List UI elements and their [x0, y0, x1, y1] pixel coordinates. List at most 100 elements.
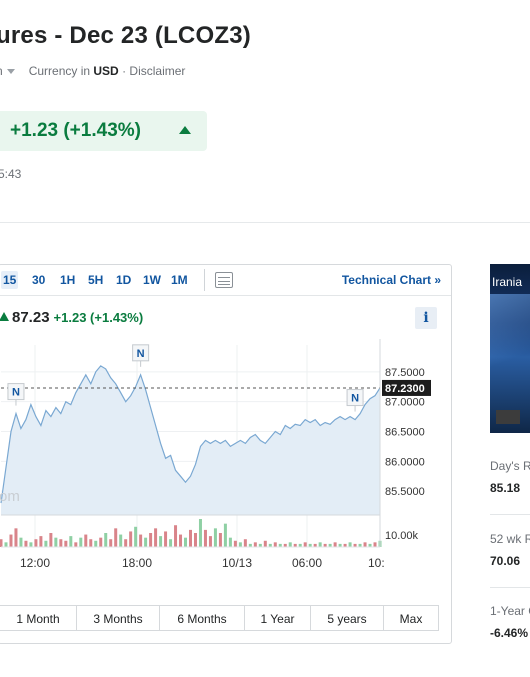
volume-bar — [208, 536, 212, 547]
volume-bar — [4, 542, 8, 547]
volume-bar — [184, 537, 188, 547]
price-change-badge: +1.23 (+1.43%) — [0, 111, 207, 151]
timeframe-30[interactable]: 30 — [32, 273, 46, 287]
volume-bar — [109, 539, 113, 547]
volume-bar — [258, 543, 262, 547]
volume-bar — [19, 537, 23, 547]
volume-bar — [228, 537, 232, 547]
volume-bar — [154, 528, 158, 547]
disclaimer-link[interactable]: · Disclaimer — [122, 64, 186, 78]
instrument-subheader: n Currency in USD · Disclaimer — [0, 64, 185, 78]
page-title: ures - Dec 23 (LCOZ3) — [0, 22, 251, 49]
volume-bar — [99, 537, 103, 547]
toolbar-separator — [204, 269, 205, 291]
volume-bar — [49, 533, 53, 547]
news-thumbnail[interactable]: Irania — [490, 264, 530, 433]
news-marker-label: N — [351, 393, 359, 405]
y-tick-label: 87.0000 — [385, 397, 425, 409]
up-arrow-icon — [0, 312, 9, 321]
range-1-month[interactable]: 1 Month — [0, 605, 77, 631]
volume-bar — [273, 542, 277, 547]
volume-bar — [64, 540, 68, 547]
chart-watermark: om — [0, 488, 20, 505]
volume-tick-label: 10.00k — [385, 530, 419, 542]
volume-bar — [169, 539, 173, 547]
timeframe-1h[interactable]: 1H — [60, 273, 76, 287]
chart-panel: 15 30 1H 5H 1D 1W 1M Technical Chart » 8… — [0, 264, 452, 644]
news-marker-label: N — [12, 387, 20, 399]
volume-bar — [129, 531, 133, 547]
volume-bar — [59, 539, 63, 547]
volume-bar — [9, 534, 13, 547]
volume-bar — [34, 539, 38, 547]
volume-bar — [353, 543, 357, 547]
volume-bar — [94, 540, 98, 547]
volume-bar — [303, 542, 307, 547]
stat-value-1yr-change: -6.46% — [490, 626, 529, 640]
volume-bar — [174, 525, 178, 547]
price-area — [1, 365, 380, 515]
volume-bar — [29, 542, 33, 547]
timeframe-15[interactable]: 15 — [1, 271, 19, 289]
volume-bar — [24, 540, 28, 547]
table-view-icon[interactable] — [215, 272, 233, 288]
volume-bar — [248, 543, 252, 547]
range-5-years[interactable]: 5 years — [310, 605, 384, 631]
volume-bar — [308, 543, 312, 547]
volume-bar — [373, 542, 377, 547]
volume-bar — [54, 537, 58, 547]
info-icon[interactable]: i — [415, 307, 437, 329]
volume-bar — [298, 543, 302, 547]
y-tick-label: 86.5000 — [385, 426, 425, 438]
volume-bar — [84, 534, 88, 547]
volume-bar — [283, 543, 287, 547]
chevron-down-icon[interactable] — [6, 68, 15, 74]
volume-bar — [238, 542, 242, 547]
timeframe-1w[interactable]: 1W — [143, 273, 161, 287]
range-6-months[interactable]: 6 Months — [159, 605, 245, 631]
price-line — [0, 365, 381, 504]
timeframe-1m[interactable]: 1M — [171, 273, 188, 287]
volume-bar — [263, 540, 267, 547]
price-change-value: +1.23 (+1.43%) — [10, 120, 141, 141]
volume-bar — [313, 543, 317, 547]
y-tick-label: 85.5000 — [385, 486, 425, 498]
currency-value: USD — [93, 64, 119, 78]
last-price-box — [382, 379, 431, 396]
volume-bar — [44, 540, 48, 547]
volume-bar — [218, 533, 222, 547]
volume-bar — [114, 528, 118, 547]
range-1-year[interactable]: 1 Year — [244, 605, 311, 631]
x-tick-label: 10: — [368, 556, 385, 570]
volume-bar — [223, 523, 227, 547]
volume-bar — [213, 528, 217, 547]
range-3-months[interactable]: 3 Months — [76, 605, 160, 631]
volume-bar — [268, 543, 272, 547]
stat-value-days-range: 85.18 — [490, 481, 521, 495]
exchange-selector[interactable]: n — [0, 64, 3, 78]
volume-bar — [89, 539, 93, 547]
volume-bar — [69, 536, 73, 547]
timeframe-1d[interactable]: 1D — [116, 273, 132, 287]
volume-bar — [119, 534, 123, 547]
volume-bar — [179, 534, 183, 547]
x-tick-label: 10/13 — [222, 556, 252, 570]
volume-bar — [338, 543, 342, 547]
chart-price: 87.23 — [12, 309, 50, 326]
volume-bar — [333, 542, 337, 547]
volume-bar — [278, 543, 282, 547]
price-chart[interactable]: om 87.5000 87.0000 86.5000 86.0000 85.5000 87.… — [0, 265, 451, 605]
volume-bar — [253, 542, 257, 547]
timeframe-5h[interactable]: 5H — [88, 273, 104, 287]
range-max[interactable]: Max — [383, 605, 439, 631]
chart-quote: 87.23 +1.23 (+1.43%) — [0, 309, 143, 327]
x-tick-label: 18:00 — [122, 556, 152, 570]
volume-bar — [323, 543, 327, 547]
volume-bar — [74, 542, 78, 547]
volume-bar — [139, 534, 143, 547]
technical-chart-link[interactable]: Technical Chart » — [341, 273, 441, 287]
x-tick-label: 06:00 — [292, 556, 322, 570]
volume-bar — [189, 529, 192, 547]
volume-bar — [243, 539, 247, 547]
volume-bar — [363, 542, 367, 547]
